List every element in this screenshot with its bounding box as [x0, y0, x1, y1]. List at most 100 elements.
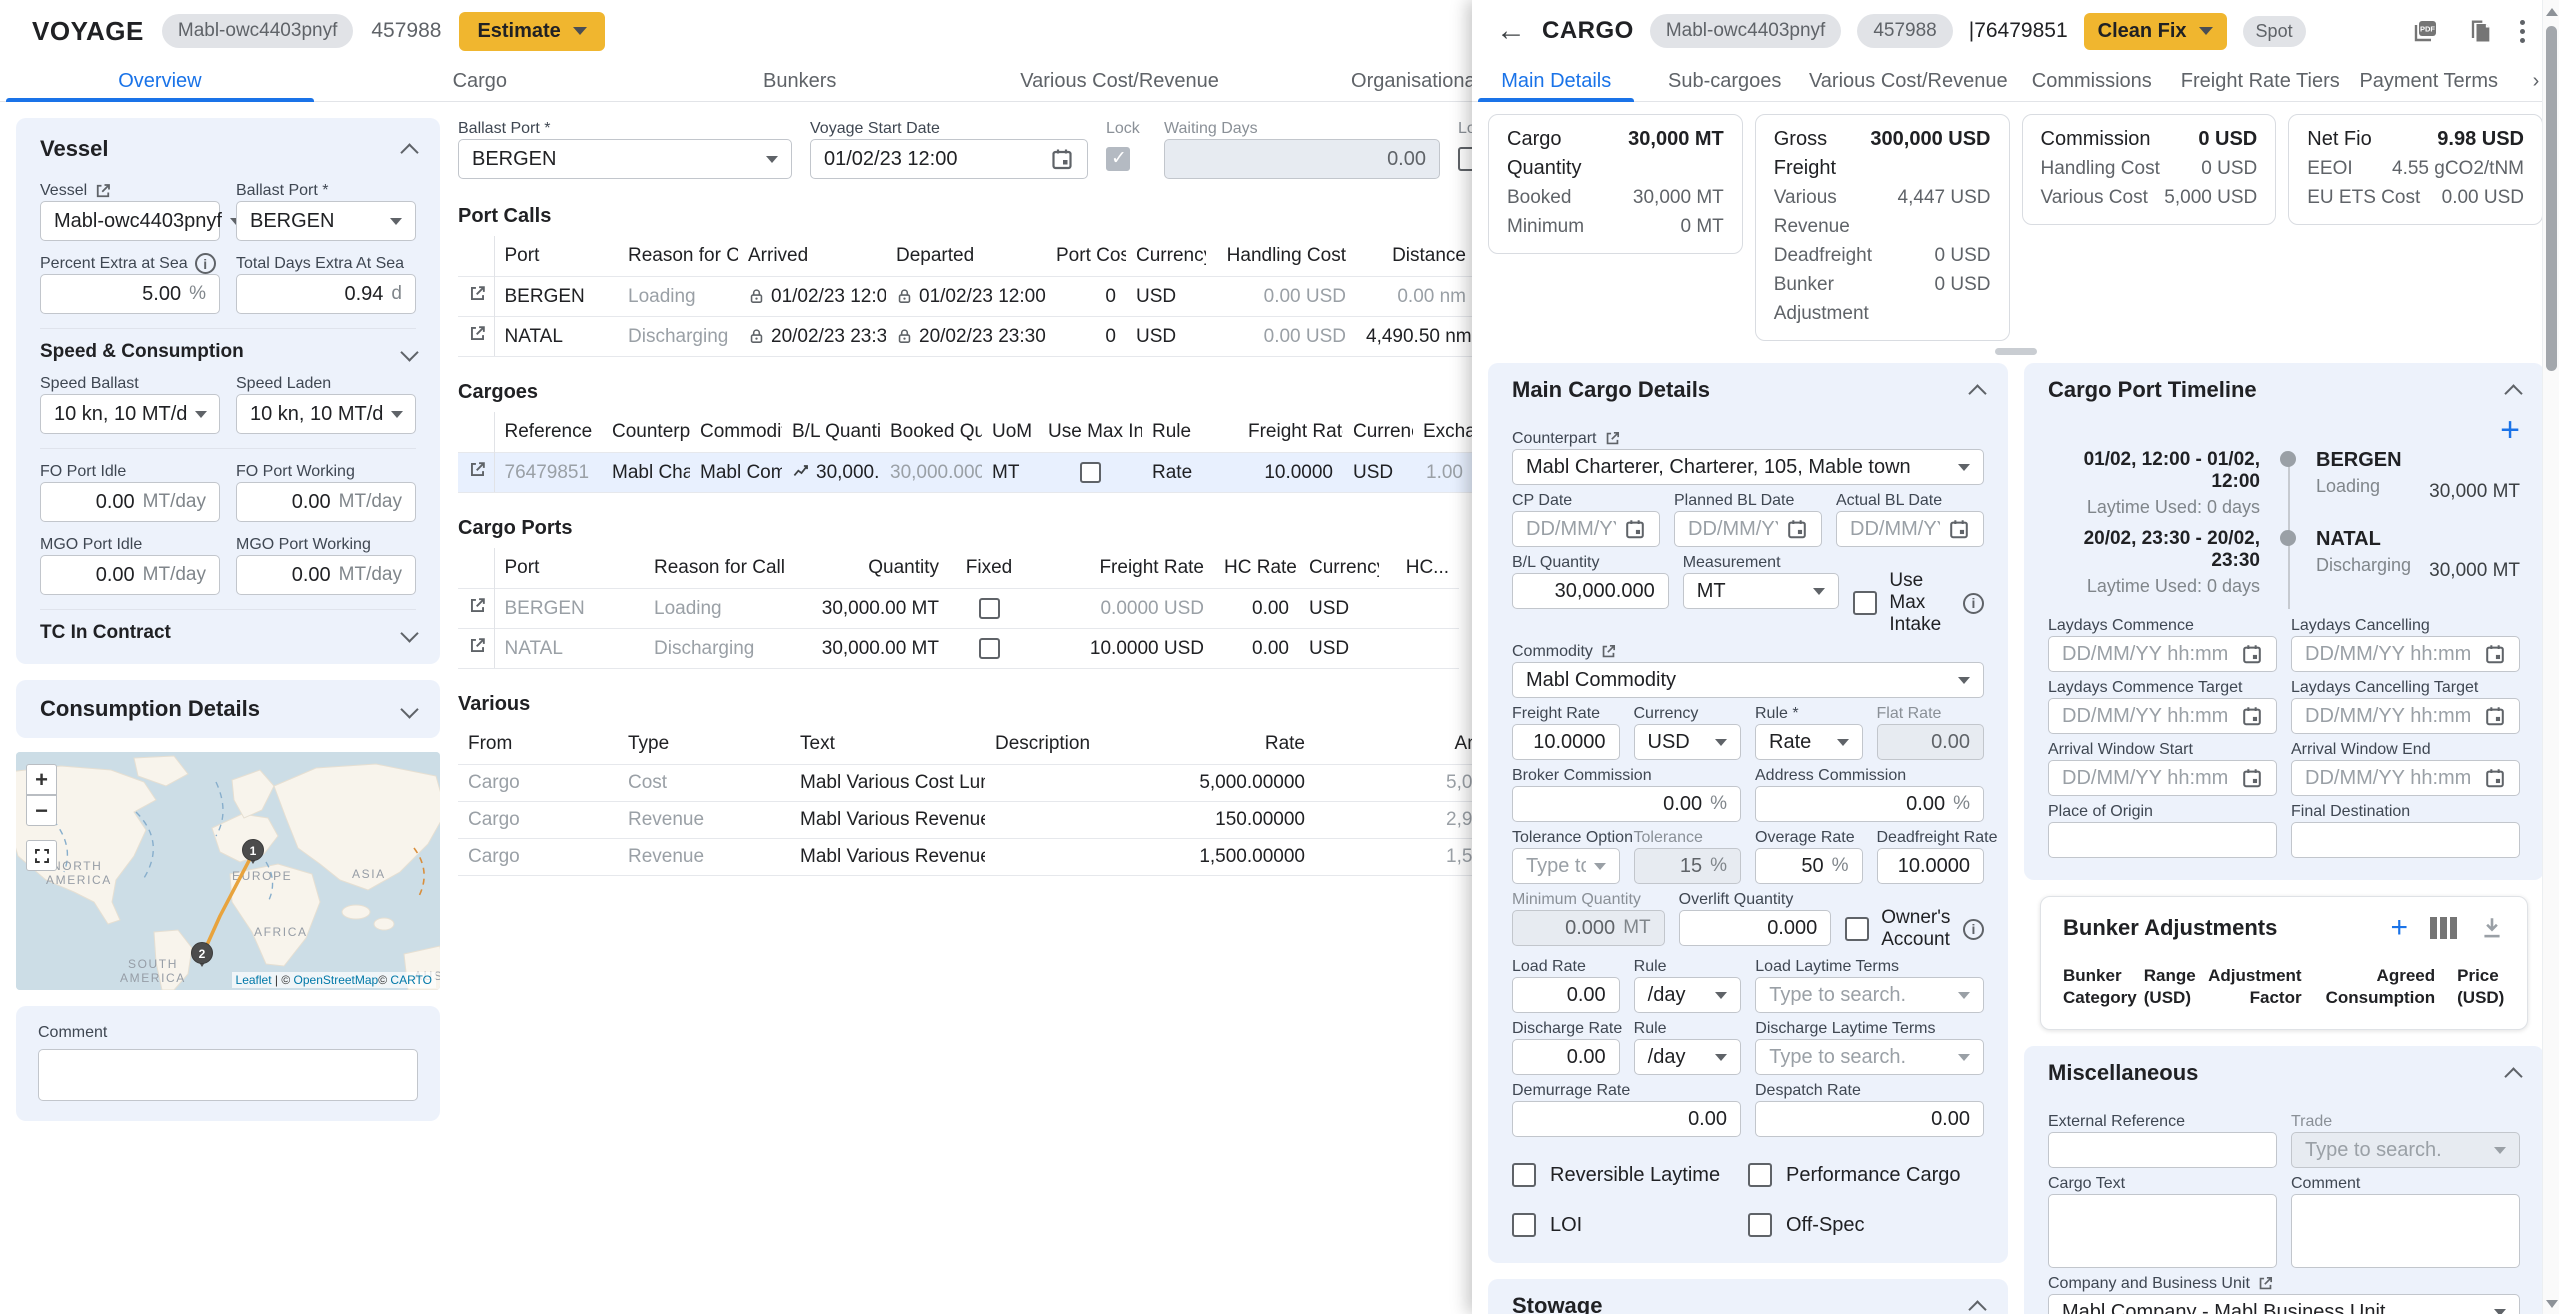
speed-consumption-section[interactable]: Speed & Consumption: [40, 341, 419, 363]
port-call-row[interactable]: BERGEN Loading 01/02/23 12:00 01/02/23 1…: [458, 276, 1476, 317]
calendar-icon[interactable]: [2484, 767, 2506, 789]
various-row[interactable]: Cargo Revenue Mabl Various Revenue Lum..…: [458, 838, 1530, 876]
port-call-row[interactable]: NATAL Discharging 20/02/23 23:30 20/02/2…: [458, 316, 1476, 357]
overage-rate-input[interactable]: 50%: [1755, 848, 1863, 884]
place-of-origin-input[interactable]: [2048, 822, 2277, 858]
cargo-port-row[interactable]: BERGEN Loading 30,000.00 MT 0.0000 USD 0…: [458, 588, 1459, 629]
tab-various-cost-revenue[interactable]: Various Cost/Revenue: [1020, 70, 1219, 92]
tab-bunkers[interactable]: Bunkers: [763, 70, 837, 92]
final-destination-input[interactable]: [2291, 822, 2520, 858]
external-reference-input[interactable]: [2048, 1132, 2277, 1168]
panel-drag-handle[interactable]: [1994, 348, 2037, 355]
trend-chart-icon[interactable]: [792, 462, 811, 481]
tab-cargo[interactable]: Cargo: [452, 70, 508, 92]
rule-select[interactable]: Rate: [1755, 724, 1863, 760]
laydays-cancelling-target-input[interactable]: DD/MM/YY hh:mm: [2291, 698, 2520, 734]
calendar-icon[interactable]: [1786, 518, 1808, 540]
fo-port-idle-input[interactable]: 0.00 MT/day: [40, 482, 220, 522]
scroll-down-icon[interactable]: [2546, 1300, 2558, 1308]
reversible-laytime-option[interactable]: Reversible Laytime: [1512, 1163, 1748, 1187]
demurrage-rate-input[interactable]: 0.00: [1512, 1101, 1741, 1137]
collapse-icon[interactable]: [2504, 1066, 2523, 1086]
fixed-checkbox[interactable]: [978, 637, 1000, 659]
calendar-icon[interactable]: [1624, 518, 1646, 540]
arrival-window-end-input[interactable]: DD/MM/YY hh:mm: [2291, 760, 2520, 796]
measurement-select[interactable]: MT: [1682, 573, 1840, 609]
deadfreight-rate-input[interactable]: 10.0000: [1876, 848, 1984, 884]
open-row-icon[interactable]: [468, 596, 487, 615]
open-row-icon[interactable]: [468, 636, 487, 655]
clean-fix-button[interactable]: Clean Fix: [2083, 12, 2227, 50]
map-zoom-in-button[interactable]: +: [26, 764, 57, 795]
mgo-port-working-input[interactable]: 0.00 MT/day: [236, 555, 416, 595]
performance-cargo-checkbox[interactable]: [1748, 1163, 1772, 1187]
calendar-icon[interactable]: [2484, 643, 2506, 665]
discharge-laytime-terms-select[interactable]: Type to search.: [1755, 1039, 1985, 1075]
cargo-text-textarea[interactable]: [2048, 1194, 2277, 1268]
performance-cargo-option[interactable]: Performance Cargo: [1748, 1163, 1984, 1187]
timeline-entry[interactable]: 01/02, 12:00 - 01/02, 12:00 Laytime Used…: [2048, 449, 2520, 576]
collapse-icon[interactable]: [2504, 383, 2523, 403]
calendar-icon[interactable]: [1948, 518, 1970, 540]
calendar-icon[interactable]: [2241, 643, 2263, 665]
various-row[interactable]: Cargo Cost Mabl Various Cost Lumpsu... 5…: [458, 764, 1530, 802]
columns-icon[interactable]: [2430, 917, 2457, 939]
add-timeline-entry-button[interactable]: +: [2500, 411, 2520, 449]
fixed-checkbox[interactable]: [978, 597, 1000, 619]
tab-cargo-various-cost-revenue[interactable]: Various Cost/Revenue: [1808, 70, 2008, 92]
broker-commission-input[interactable]: 0.00%: [1512, 786, 1741, 822]
loi-checkbox[interactable]: [1512, 1213, 1536, 1237]
map-fullscreen-button[interactable]: [26, 840, 57, 871]
lock-checkbox[interactable]: [1106, 147, 1130, 171]
freight-rate-input[interactable]: 10.0000: [1512, 724, 1620, 760]
fo-port-working-input[interactable]: 0.00 MT/day: [236, 482, 416, 522]
various-row[interactable]: Cargo Revenue Mabl Various Revenue Per .…: [458, 801, 1530, 839]
scrollbar-thumb[interactable]: [2546, 26, 2557, 371]
tabs-scroll-next-icon[interactable]: ›: [2532, 70, 2540, 92]
vertical-scrollbar[interactable]: [2542, 0, 2559, 1314]
use-max-intake-checkbox[interactable]: [1079, 461, 1101, 483]
bl-quantity-input[interactable]: 30,000.000: [1512, 573, 1669, 609]
voyage-map[interactable]: NORTH AMERICA EUROPE ASIA AFRICA SOUTH A…: [16, 752, 440, 990]
total-days-extra-input[interactable]: 0.94 d: [236, 274, 416, 314]
voyage-start-date-input[interactable]: 01/02/23 12:00: [810, 139, 1088, 179]
percent-extra-input[interactable]: 5.00%: [40, 274, 220, 314]
open-row-icon[interactable]: [468, 284, 487, 303]
tab-payment-terms[interactable]: Payment Terms: [2359, 70, 2499, 92]
tab-main-details[interactable]: Main Details: [1472, 62, 1640, 102]
estimate-button[interactable]: Estimate: [459, 11, 605, 51]
laydays-cancelling-input[interactable]: DD/MM/YY hh:mm: [2291, 636, 2520, 672]
cargo-row-selected[interactable]: 76479851 Mabl Charte... Mabl Comm... 30,…: [458, 452, 1473, 493]
discharge-rule-select[interactable]: /day: [1633, 1039, 1742, 1075]
ballast-port-select[interactable]: BERGEN: [458, 139, 792, 179]
company-business-unit-select[interactable]: Mabl Company - Mabl Business Unit: [2048, 1294, 2520, 1314]
misc-comment-textarea[interactable]: [2291, 1194, 2520, 1268]
despatch-rate-input[interactable]: 0.00: [1755, 1101, 1984, 1137]
calendar-icon[interactable]: [2484, 705, 2506, 727]
laydays-commence-target-input[interactable]: DD/MM/YY hh:mm: [2048, 698, 2277, 734]
load-laytime-terms-select[interactable]: Type to search.: [1755, 977, 1985, 1013]
tab-commissions[interactable]: Commissions: [2031, 70, 2152, 92]
use-max-intake-checkbox[interactable]: [1853, 591, 1878, 615]
map-zoom-out-button[interactable]: −: [26, 795, 57, 826]
calendar-icon[interactable]: [2241, 705, 2263, 727]
overlift-quantity-input[interactable]: 0.000: [1678, 910, 1832, 946]
calendar-icon[interactable]: [2241, 767, 2263, 789]
leaflet-link[interactable]: Leaflet: [235, 973, 272, 987]
off-spec-checkbox[interactable]: [1748, 1213, 1772, 1237]
cargo-port-row[interactable]: NATAL Discharging 30,000.00 MT 10.0000 U…: [458, 628, 1459, 669]
discharge-rate-input[interactable]: 0.00: [1512, 1039, 1620, 1075]
calendar-icon[interactable]: [1050, 147, 1074, 171]
carto-link[interactable]: CARTO: [390, 973, 432, 987]
off-spec-option[interactable]: Off-Spec: [1748, 1213, 1984, 1237]
counterpart-select[interactable]: Mabl Charterer, Charterer, 105, Mable to…: [1512, 449, 1984, 485]
back-arrow-icon[interactable]: ←: [1496, 14, 1526, 47]
load-rule-select[interactable]: /day: [1633, 977, 1742, 1013]
planned-bl-date-input[interactable]: DD/MM/YY: [1674, 511, 1822, 547]
collapse-icon[interactable]: [1968, 1299, 1987, 1314]
tab-overview[interactable]: Overview: [0, 62, 320, 102]
vessel-select[interactable]: Mabl-owc4403pnyf: [40, 201, 242, 241]
timeline-entry[interactable]: 20/02, 23:30 - 20/02, 23:30 Laytime Used…: [2048, 528, 2520, 609]
tc-in-contract-section[interactable]: TC In Contract: [40, 622, 419, 644]
cp-date-input[interactable]: DD/MM/YY: [1512, 511, 1660, 547]
